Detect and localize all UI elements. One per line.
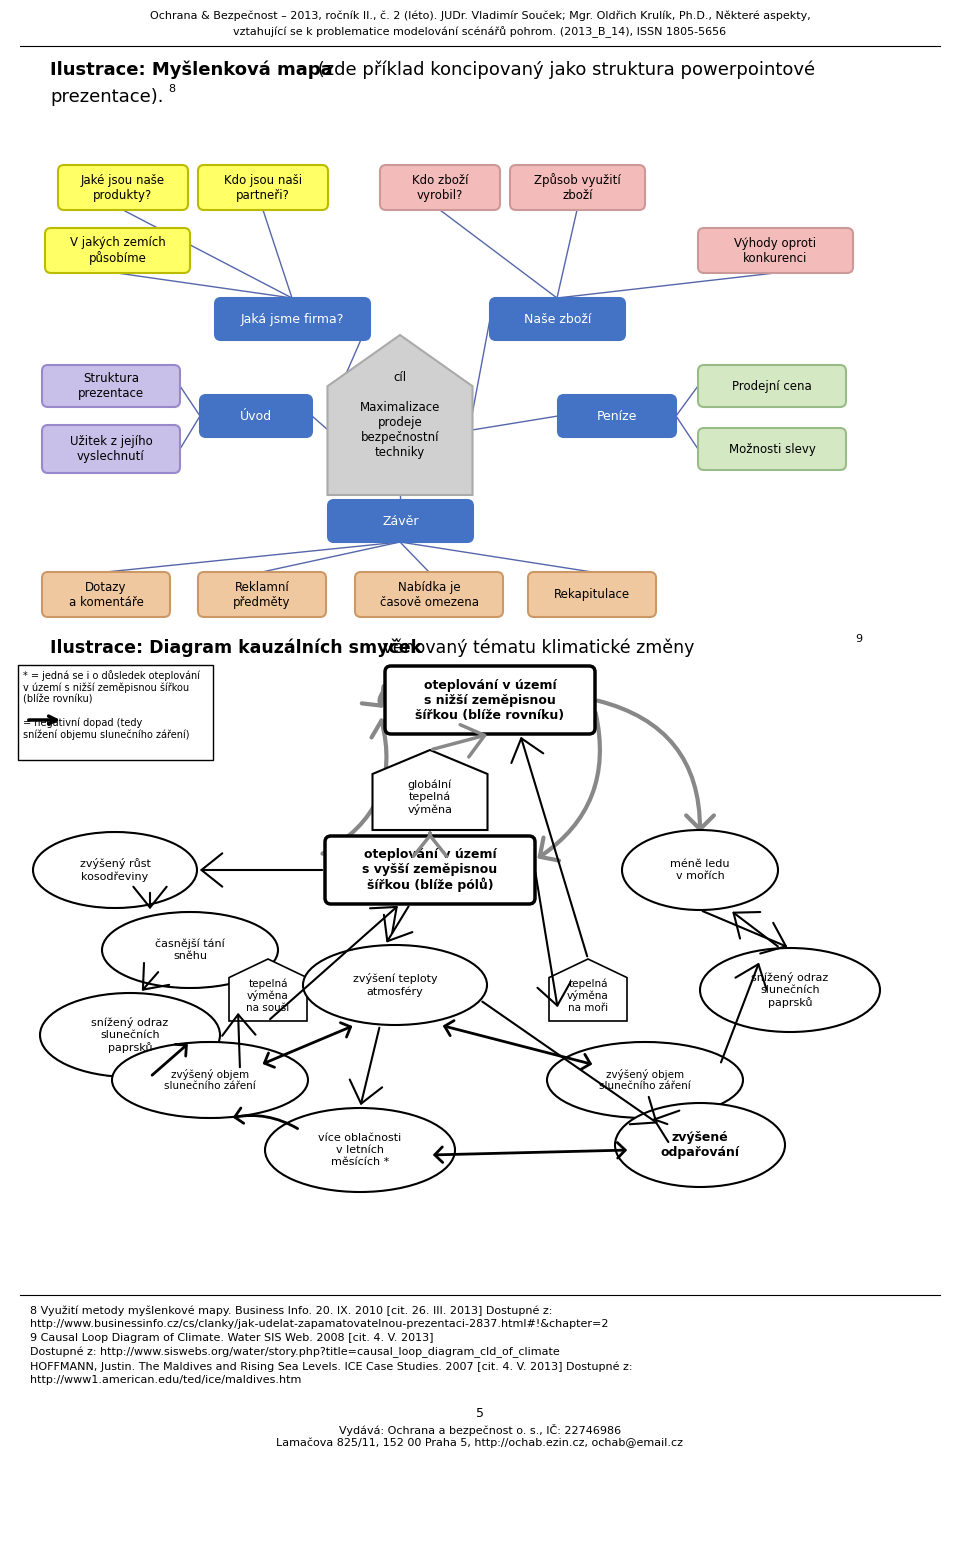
FancyBboxPatch shape bbox=[380, 165, 500, 210]
FancyBboxPatch shape bbox=[45, 227, 190, 273]
Polygon shape bbox=[229, 960, 307, 1021]
Text: Ochrana & Bezpečnost – 2013, ročník II., č. 2 (léto). JUDr. Vladimír Souček; Mgr: Ochrana & Bezpečnost – 2013, ročník II.,… bbox=[150, 9, 810, 20]
Text: zvýšený objem
slunečního záření: zvýšený objem slunečního záření bbox=[599, 1069, 691, 1091]
FancyBboxPatch shape bbox=[200, 395, 312, 437]
Text: cíl

Maximalizace
prodeje
bezpečnostní
techniky: cíl Maximalizace prodeje bezpečnostní te… bbox=[360, 372, 441, 459]
Text: Ilustrace: Diagram kauzálních smyček: Ilustrace: Diagram kauzálních smyček bbox=[50, 638, 422, 657]
Text: Nabídka je
časově omezena: Nabídka je časově omezena bbox=[379, 580, 478, 608]
FancyBboxPatch shape bbox=[198, 572, 326, 616]
FancyBboxPatch shape bbox=[198, 165, 328, 210]
FancyBboxPatch shape bbox=[328, 500, 473, 543]
Text: (zde příklad koncipovaný jako struktura powerpointové: (zde příklad koncipovaný jako struktura … bbox=[312, 60, 815, 78]
Text: časnější tání
sněhu: časnější tání sněhu bbox=[156, 939, 225, 961]
Text: více oblačnosti
v letních
měsících *: více oblačnosti v letních měsících * bbox=[319, 1134, 401, 1167]
Text: Kdo zboží
vyrobil?: Kdo zboží vyrobil? bbox=[412, 174, 468, 202]
Text: Ilustrace: Myšlenková mapa: Ilustrace: Myšlenková mapa bbox=[50, 60, 332, 78]
Text: Úvod: Úvod bbox=[240, 409, 272, 422]
Ellipse shape bbox=[102, 913, 278, 988]
FancyBboxPatch shape bbox=[698, 227, 853, 273]
Text: zvýšené
odpařování: zvýšené odpařování bbox=[660, 1131, 739, 1159]
Text: 5: 5 bbox=[476, 1406, 484, 1421]
Text: HOFFMANN, Justin. The Maldives and Rising Sea Levels. ICE Case Studies. 2007 [ci: HOFFMANN, Justin. The Maldives and Risin… bbox=[30, 1361, 633, 1372]
Text: Závěr: Závěr bbox=[382, 514, 419, 527]
FancyBboxPatch shape bbox=[528, 572, 656, 616]
Text: Lamačova 825/11, 152 00 Praha 5, http://ochab.ezin.cz, ochab@email.cz: Lamačova 825/11, 152 00 Praha 5, http://… bbox=[276, 1438, 684, 1449]
Ellipse shape bbox=[112, 1043, 308, 1118]
Polygon shape bbox=[372, 750, 488, 829]
FancyBboxPatch shape bbox=[558, 395, 676, 437]
Text: Jaká jsme firma?: Jaká jsme firma? bbox=[241, 312, 345, 326]
Text: 8 Využití metody myšlenkové mapy. Business Info. 20. IX. 2010 [cit. 26. III. 201: 8 Využití metody myšlenkové mapy. Busine… bbox=[30, 1305, 552, 1316]
Ellipse shape bbox=[303, 946, 487, 1025]
Text: http://www.businessinfo.cz/cs/clanky/jak-udelat-zapamatovatelnou-prezentaci-2837: http://www.businessinfo.cz/cs/clanky/jak… bbox=[30, 1319, 609, 1330]
FancyBboxPatch shape bbox=[510, 165, 645, 210]
Ellipse shape bbox=[615, 1102, 785, 1187]
Polygon shape bbox=[327, 336, 472, 495]
Ellipse shape bbox=[33, 833, 197, 908]
Polygon shape bbox=[549, 960, 627, 1021]
Text: Jaké jsou naše
produkty?: Jaké jsou naše produkty? bbox=[81, 174, 165, 202]
FancyBboxPatch shape bbox=[698, 428, 846, 470]
Text: zvýšený růst
kosodřeviny: zvýšený růst kosodřeviny bbox=[80, 858, 151, 881]
FancyBboxPatch shape bbox=[42, 425, 180, 474]
Text: věnovaný tématu klimatické změny: věnovaný tématu klimatické změny bbox=[377, 638, 694, 657]
Ellipse shape bbox=[265, 1109, 455, 1192]
Text: tepelná
výměna
na souši: tepelná výměna na souši bbox=[247, 978, 290, 1013]
Ellipse shape bbox=[40, 993, 220, 1077]
Text: prezentace).: prezentace). bbox=[50, 88, 163, 107]
Text: tepelná
výměna
na moři: tepelná výměna na moři bbox=[567, 978, 609, 1013]
Text: Reklamní
předměty: Reklamní předměty bbox=[233, 580, 291, 608]
Ellipse shape bbox=[622, 829, 778, 909]
Text: Dostupné z: http://www.siswebs.org/water/story.php?title=causal_loop_diagram_cld: Dostupné z: http://www.siswebs.org/water… bbox=[30, 1347, 560, 1358]
Text: Dotazy
a komentáře: Dotazy a komentáře bbox=[68, 580, 143, 608]
Text: Vydává: Ochrana a bezpečnost o. s., IČ: 22746986: Vydává: Ochrana a bezpečnost o. s., IČ: … bbox=[339, 1424, 621, 1436]
Ellipse shape bbox=[700, 949, 880, 1032]
Text: 9 Causal Loop Diagram of Climate. Water SIS Web. 2008 [cit. 4. V. 2013]: 9 Causal Loop Diagram of Climate. Water … bbox=[30, 1333, 434, 1344]
Text: Způsob využití
zboží: Způsob využití zboží bbox=[534, 172, 621, 202]
Text: zvýšení teploty
atmosféry: zvýšení teploty atmosféry bbox=[352, 974, 438, 997]
Text: Výhody oproti
konkurenci: Výhody oproti konkurenci bbox=[734, 237, 817, 265]
FancyBboxPatch shape bbox=[42, 572, 170, 616]
Text: Peníze: Peníze bbox=[597, 409, 637, 422]
Text: Kdo jsou naši
partneři?: Kdo jsou naši partneři? bbox=[224, 174, 302, 202]
FancyBboxPatch shape bbox=[18, 665, 213, 760]
Text: 9: 9 bbox=[855, 633, 862, 644]
Text: snížený odraz
slunečních
paprsků: snížený odraz slunečních paprsků bbox=[91, 1018, 169, 1052]
Text: zvýšený objem
slunečního záření: zvýšený objem slunečního záření bbox=[164, 1069, 256, 1091]
FancyBboxPatch shape bbox=[42, 365, 180, 408]
Text: http://www1.american.edu/ted/ice/maldives.htm: http://www1.american.edu/ted/ice/maldive… bbox=[30, 1375, 301, 1385]
Text: Možnosti slevy: Možnosti slevy bbox=[729, 442, 815, 455]
Text: oteplování v území
s vyšší zeměpisnou
šířkou (blíže pólů): oteplování v území s vyšší zeměpisnou ší… bbox=[363, 848, 497, 892]
FancyBboxPatch shape bbox=[215, 298, 370, 340]
FancyBboxPatch shape bbox=[385, 666, 595, 734]
Text: vztahující se k problematice modelování scénářů pohrom. (2013_B_14), ISSN 1805-5: vztahující se k problematice modelování … bbox=[233, 27, 727, 38]
Text: Naše zboží: Naše zboží bbox=[524, 312, 591, 326]
Text: = negativní dopad (tedy
snížení objemu slunečního záření): = negativní dopad (tedy snížení objemu s… bbox=[23, 717, 189, 740]
Text: Struktura
prezentace: Struktura prezentace bbox=[78, 372, 144, 400]
Text: méně ledu
v mořích: méně ledu v mořích bbox=[670, 859, 730, 881]
Text: oteplování v území
s nižší zeměpisnou
šířkou (blíže rovníku): oteplování v území s nižší zeměpisnou ší… bbox=[416, 679, 564, 721]
FancyBboxPatch shape bbox=[355, 572, 503, 616]
Text: V jakých zemích
působíme: V jakých zemích působíme bbox=[70, 235, 165, 265]
Text: globální
tepelná
výměna: globální tepelná výměna bbox=[407, 779, 452, 815]
Text: 8: 8 bbox=[168, 85, 175, 94]
FancyBboxPatch shape bbox=[698, 365, 846, 408]
FancyBboxPatch shape bbox=[58, 165, 188, 210]
Text: Užitek z jejího
vyslechnutí: Užitek z jejího vyslechnutí bbox=[70, 434, 153, 463]
FancyBboxPatch shape bbox=[490, 298, 625, 340]
Text: * = jedná se i o důsledek oteplování
v území s nižší zeměpisnou šířkou
(blíže ro: * = jedná se i o důsledek oteplování v ú… bbox=[23, 670, 200, 704]
Text: snížený odraz
slunečních
paprsků: snížený odraz slunečních paprsků bbox=[752, 972, 828, 1008]
FancyBboxPatch shape bbox=[325, 836, 535, 905]
Text: Rekapitulace: Rekapitulace bbox=[554, 588, 630, 601]
Text: Prodejní cena: Prodejní cena bbox=[732, 379, 812, 392]
Ellipse shape bbox=[547, 1043, 743, 1118]
